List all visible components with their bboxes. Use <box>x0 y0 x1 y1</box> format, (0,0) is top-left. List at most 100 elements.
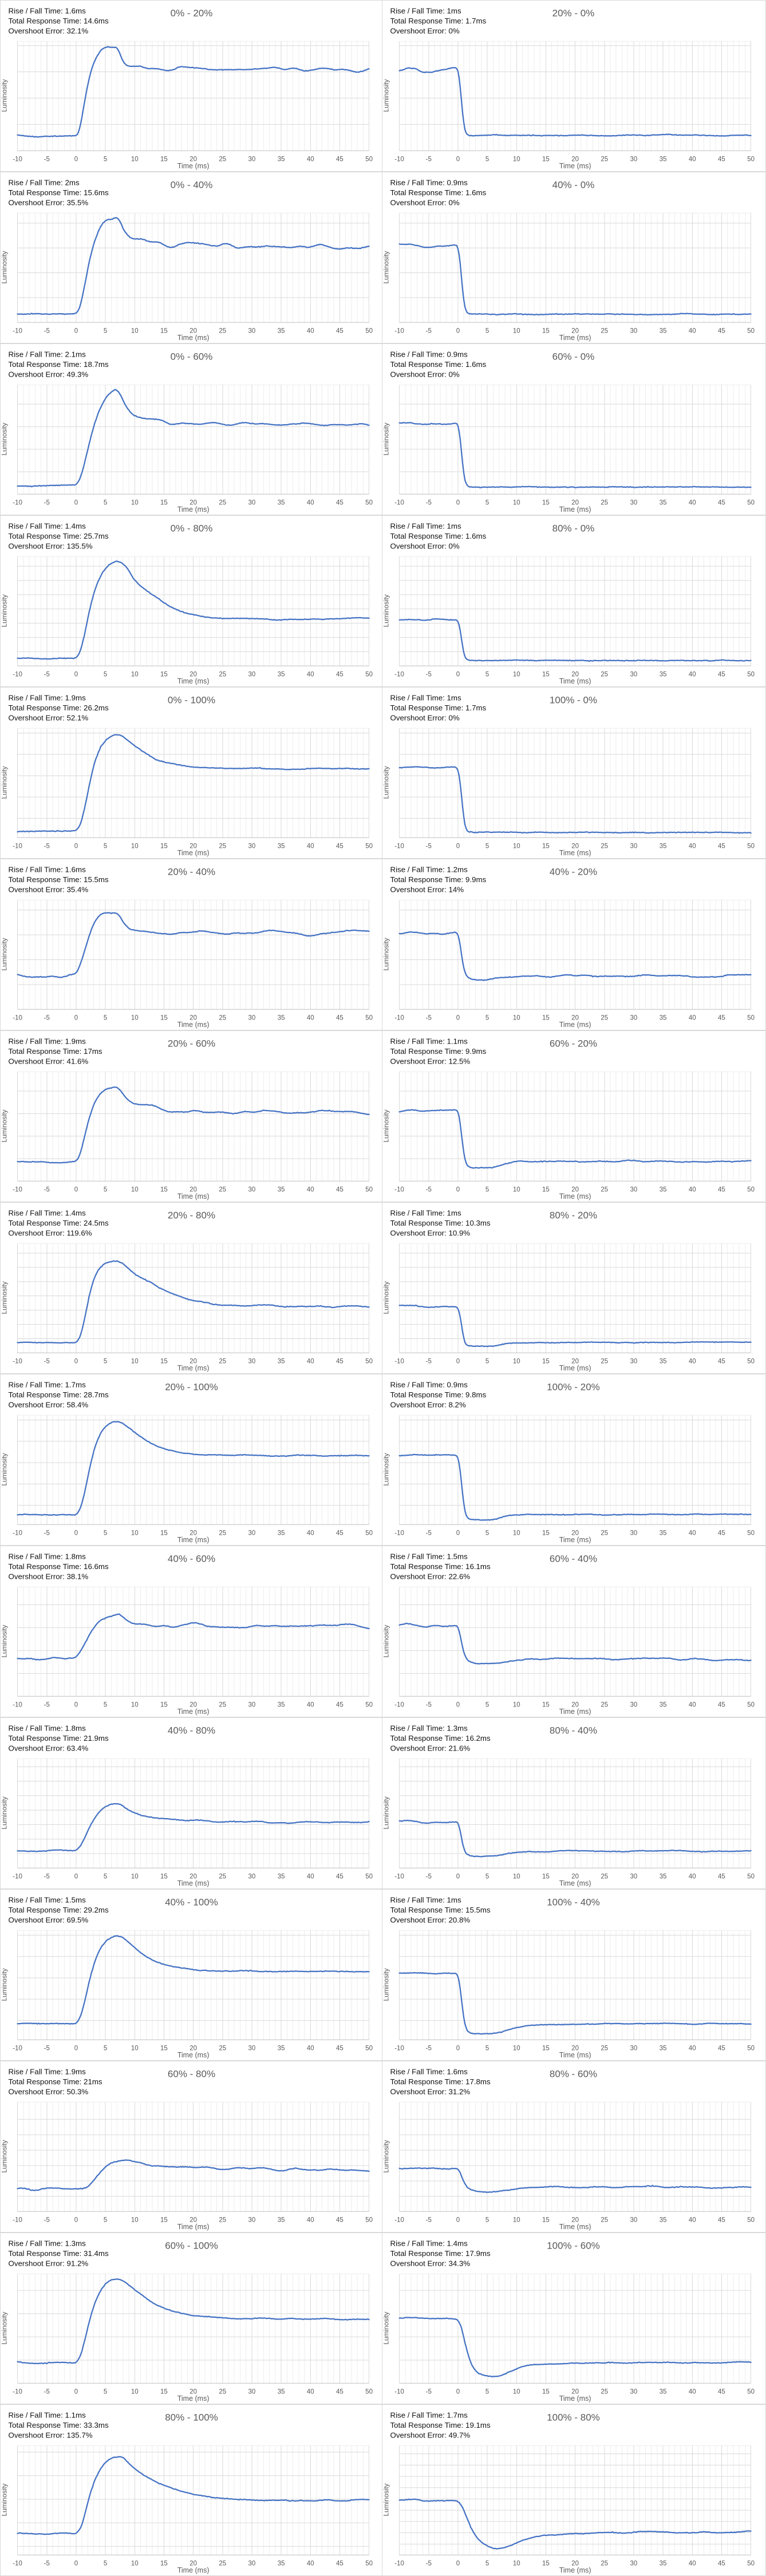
svg-text:20: 20 <box>189 2389 197 2396</box>
svg-text:-5: -5 <box>44 1530 50 1537</box>
svg-text:Rise / Fall Time: 1.1ms: Rise / Fall Time: 1.1ms <box>9 2411 86 2420</box>
svg-text:Overshoot Error: 0%: Overshoot Error: 0% <box>390 542 460 551</box>
svg-text:50: 50 <box>365 2217 373 2224</box>
svg-text:35: 35 <box>660 500 667 507</box>
svg-text:25: 25 <box>219 2217 226 2224</box>
svg-text:45: 45 <box>718 671 725 678</box>
svg-text:0: 0 <box>74 1702 78 1709</box>
svg-text:35: 35 <box>660 1015 667 1022</box>
svg-text:Overshoot Error: 63.4%: Overshoot Error: 63.4% <box>9 1744 89 1753</box>
svg-text:Overshoot Error: 119.6%: Overshoot Error: 119.6% <box>9 1229 92 1238</box>
svg-text:-10: -10 <box>13 156 22 163</box>
svg-text:35: 35 <box>660 2045 667 2052</box>
svg-text:Total Response Time: 1.7ms: Total Response Time: 1.7ms <box>390 17 487 25</box>
svg-text:Overshoot Error: 52.1%: Overshoot Error: 52.1% <box>9 714 89 722</box>
svg-text:60% - 100%: 60% - 100% <box>165 2241 218 2251</box>
svg-text:15: 15 <box>160 500 168 507</box>
svg-text:-10: -10 <box>13 500 22 507</box>
svg-text:Overshoot Error: 41.6%: Overshoot Error: 41.6% <box>9 1057 89 1066</box>
svg-text:Total Response Time: 24.5ms: Total Response Time: 24.5ms <box>9 1219 109 1227</box>
svg-text:-5: -5 <box>44 1187 50 1194</box>
svg-text:30: 30 <box>248 328 256 335</box>
svg-text:30: 30 <box>630 1015 638 1022</box>
svg-text:25: 25 <box>219 156 226 163</box>
svg-text:Luminosity: Luminosity <box>382 79 390 112</box>
svg-text:Luminosity: Luminosity <box>1 251 9 283</box>
svg-text:15: 15 <box>160 1358 168 1365</box>
svg-text:25: 25 <box>219 1702 226 1709</box>
svg-text:0% - 40%: 0% - 40% <box>171 180 213 191</box>
svg-text:30: 30 <box>248 156 256 163</box>
svg-text:10: 10 <box>513 1702 520 1709</box>
svg-text:30: 30 <box>630 1358 638 1365</box>
svg-text:15: 15 <box>542 2561 550 2567</box>
svg-text:30: 30 <box>248 1702 256 1709</box>
svg-text:10: 10 <box>131 671 139 678</box>
svg-text:10: 10 <box>131 1358 139 1365</box>
svg-text:35: 35 <box>660 2389 667 2396</box>
svg-text:35: 35 <box>278 2389 285 2396</box>
svg-text:0: 0 <box>456 2217 460 2224</box>
svg-text:Time (ms): Time (ms) <box>177 1364 210 1372</box>
svg-text:5: 5 <box>104 500 107 507</box>
svg-text:80% - 100%: 80% - 100% <box>165 2412 218 2423</box>
svg-text:10: 10 <box>513 2389 520 2396</box>
svg-text:-10: -10 <box>394 671 404 678</box>
svg-text:10: 10 <box>131 2217 139 2224</box>
svg-text:60% - 40%: 60% - 40% <box>550 1554 597 1564</box>
svg-text:30: 30 <box>248 1874 256 1880</box>
svg-text:-5: -5 <box>44 843 50 850</box>
svg-text:20% - 0%: 20% - 0% <box>552 8 595 19</box>
svg-text:40: 40 <box>307 843 314 850</box>
svg-text:Luminosity: Luminosity <box>382 1796 390 1829</box>
svg-text:20: 20 <box>571 2045 579 2052</box>
svg-text:Rise / Fall Time: 1.3ms: Rise / Fall Time: 1.3ms <box>9 2239 86 2248</box>
svg-text:Luminosity: Luminosity <box>1 2312 9 2344</box>
svg-text:0: 0 <box>456 500 460 507</box>
svg-text:30: 30 <box>630 2561 638 2567</box>
svg-text:Luminosity: Luminosity <box>382 1625 390 1657</box>
svg-text:-10: -10 <box>394 328 404 335</box>
svg-text:40: 40 <box>307 328 314 335</box>
svg-text:Time (ms): Time (ms) <box>559 2395 591 2403</box>
svg-text:25: 25 <box>219 1187 226 1194</box>
svg-text:25: 25 <box>601 2389 608 2396</box>
svg-text:35: 35 <box>278 1702 285 1709</box>
svg-text:10: 10 <box>131 1530 139 1537</box>
svg-text:Time (ms): Time (ms) <box>559 2223 591 2231</box>
svg-text:Rise / Fall Time: 1.9ms: Rise / Fall Time: 1.9ms <box>9 694 86 702</box>
svg-text:0: 0 <box>74 156 78 163</box>
svg-text:35: 35 <box>660 671 667 678</box>
svg-text:0: 0 <box>74 1187 78 1194</box>
svg-text:Time (ms): Time (ms) <box>559 334 591 342</box>
svg-text:0% - 100%: 0% - 100% <box>168 695 215 706</box>
svg-text:20: 20 <box>189 671 197 678</box>
svg-text:-5: -5 <box>426 671 432 678</box>
svg-text:5: 5 <box>104 843 107 850</box>
svg-text:15: 15 <box>160 1702 168 1709</box>
svg-text:Time (ms): Time (ms) <box>177 505 210 513</box>
svg-text:30: 30 <box>630 2045 638 2052</box>
svg-text:0: 0 <box>74 1530 78 1537</box>
svg-text:Rise / Fall Time: 1.6ms: Rise / Fall Time: 1.6ms <box>390 2068 468 2076</box>
svg-text:-10: -10 <box>13 1702 22 1709</box>
svg-text:Luminosity: Luminosity <box>1 766 9 799</box>
svg-text:20: 20 <box>189 328 197 335</box>
svg-text:Rise / Fall Time: 1.6ms: Rise / Fall Time: 1.6ms <box>9 7 86 15</box>
svg-text:20: 20 <box>189 500 197 507</box>
svg-text:5: 5 <box>104 1530 107 1537</box>
svg-text:-5: -5 <box>426 1015 432 1022</box>
svg-text:25: 25 <box>601 843 608 850</box>
svg-text:45: 45 <box>718 328 725 335</box>
svg-text:40: 40 <box>307 156 314 163</box>
svg-text:30: 30 <box>248 671 256 678</box>
svg-text:0: 0 <box>456 671 460 678</box>
svg-text:Rise / Fall Time: 1.8ms: Rise / Fall Time: 1.8ms <box>9 1552 86 1561</box>
svg-text:50: 50 <box>747 1015 755 1022</box>
svg-text:25: 25 <box>219 1874 226 1880</box>
svg-text:50: 50 <box>747 671 755 678</box>
svg-text:45: 45 <box>718 2561 725 2567</box>
svg-text:20: 20 <box>571 1530 579 1537</box>
svg-text:Rise / Fall Time: 1.9ms: Rise / Fall Time: 1.9ms <box>9 2068 86 2076</box>
svg-text:25: 25 <box>219 671 226 678</box>
